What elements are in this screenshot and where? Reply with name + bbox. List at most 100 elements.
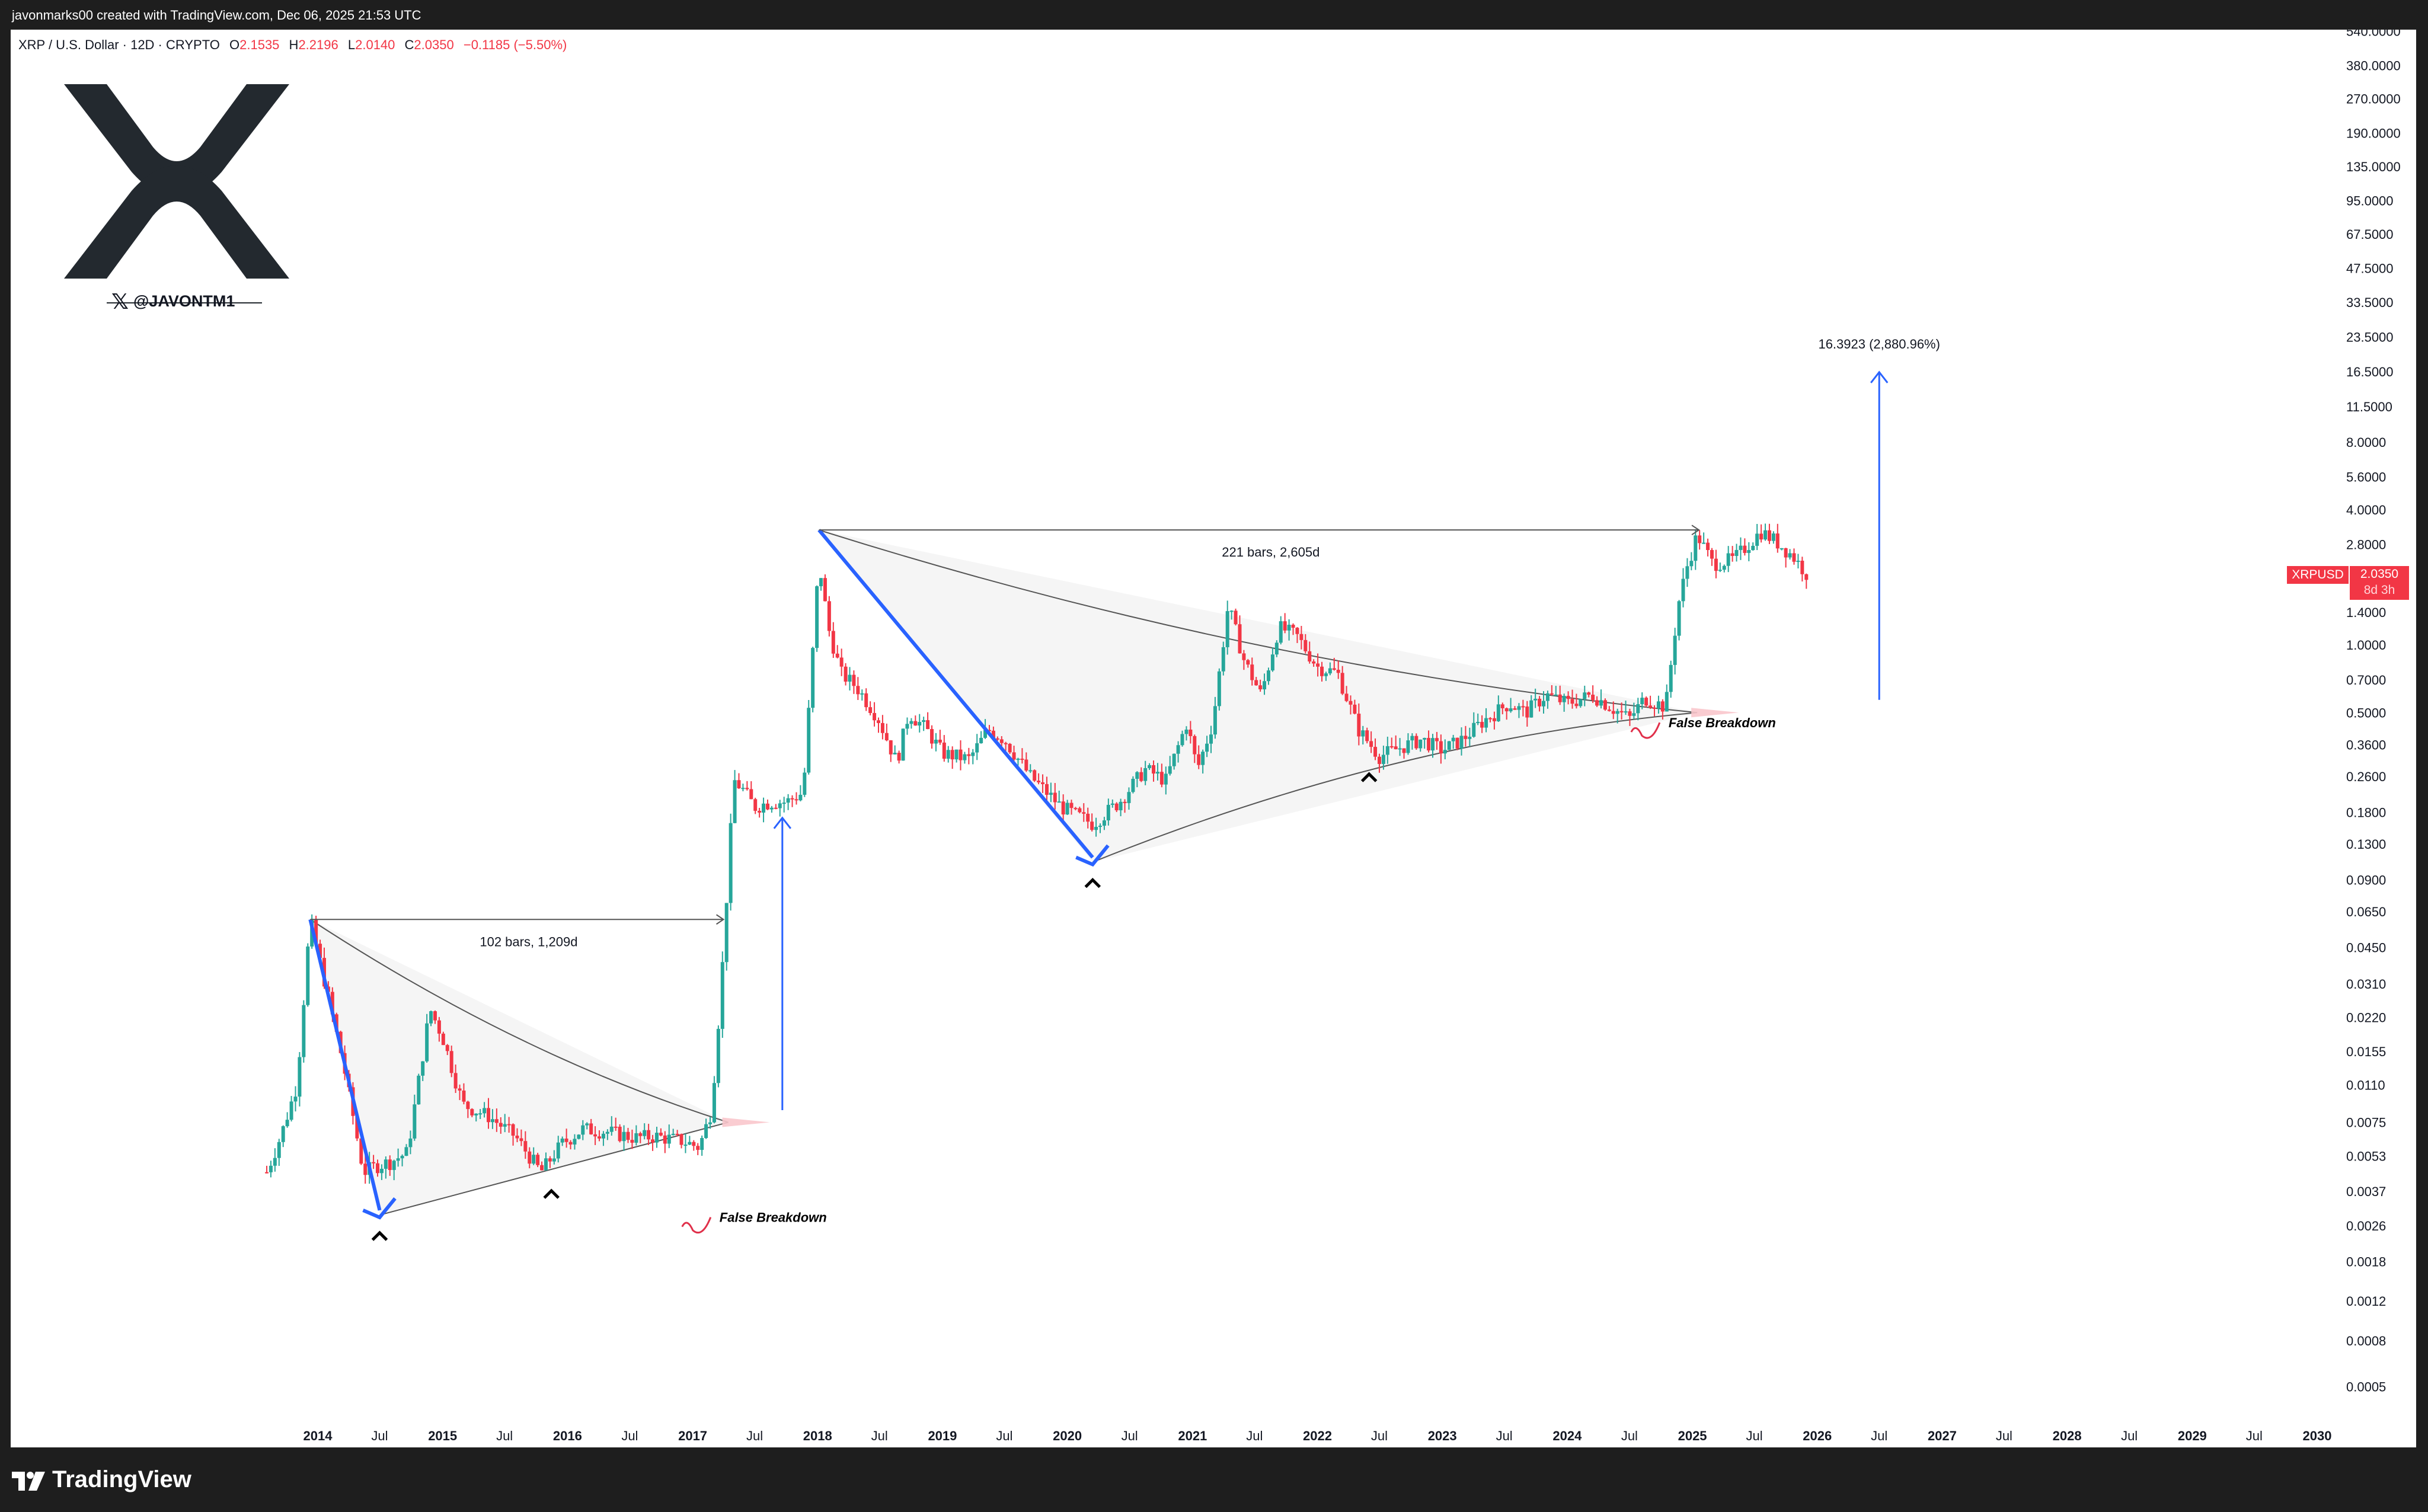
candle-body <box>1603 700 1607 710</box>
false-breakdown-2-mark <box>1630 722 1661 739</box>
candle-body <box>918 722 922 726</box>
candle-body <box>1459 736 1464 749</box>
candle-body <box>466 1101 470 1110</box>
candle-body <box>318 944 322 958</box>
candle-body <box>1213 706 1217 735</box>
candle-body <box>1242 653 1246 660</box>
y-tick-label: 0.0026 <box>2346 1219 2386 1233</box>
candle-body <box>1636 704 1640 714</box>
candle-body <box>1205 743 1209 752</box>
candle-body <box>708 1122 713 1124</box>
candle-body <box>1304 640 1308 651</box>
candle-body <box>683 1145 688 1146</box>
candle-body <box>848 675 852 682</box>
candle-body <box>930 729 934 744</box>
candle-body <box>494 1119 499 1123</box>
candle-body <box>1804 574 1809 580</box>
candle-body <box>265 1172 269 1174</box>
candle-body <box>1266 670 1270 682</box>
candle-body <box>803 772 807 795</box>
x-tick-label: 2023 <box>1428 1428 1457 1443</box>
candle-body <box>1164 773 1168 785</box>
x-tick-label: 2030 <box>2303 1428 2332 1443</box>
x-tick-label: 2016 <box>553 1428 582 1443</box>
candle-body <box>1784 548 1788 558</box>
candle-body <box>1361 730 1365 737</box>
candle-body <box>753 799 758 811</box>
candle-body <box>1114 803 1119 811</box>
candle-body <box>864 693 868 708</box>
tradingview-brand[interactable]: TradingView <box>12 1466 191 1497</box>
candle-body <box>704 1124 708 1139</box>
y-tick-label: 0.0310 <box>2346 977 2386 992</box>
candle-body <box>749 789 753 800</box>
candle-body <box>1283 621 1287 631</box>
symbol-name[interactable]: XRP / U.S. Dollar · 12D · CRYPTO <box>18 37 220 52</box>
candle-body <box>1324 673 1328 676</box>
candle-body <box>577 1134 581 1139</box>
candle-body <box>1110 803 1114 805</box>
candle-body <box>1197 754 1201 765</box>
candle-body <box>1488 718 1492 720</box>
candle-body <box>441 1033 445 1046</box>
candle-body <box>959 749 963 760</box>
candle-body <box>285 1120 289 1127</box>
last-price-value: 2.0350 <box>2360 567 2399 581</box>
y-tick-label: 0.0037 <box>2346 1184 2386 1199</box>
y-tick-label: 1.0000 <box>2346 638 2386 653</box>
candle-body <box>1102 820 1106 826</box>
candle-body <box>556 1142 560 1159</box>
candle-body <box>1476 721 1480 723</box>
price-chart[interactable]: 102 bars, 1,209d 221 bars, 2,605d 16.3923 … <box>11 30 2416 1447</box>
triangle-2-support <box>1092 712 1698 863</box>
y-tick-label: 67.5000 <box>2346 227 2394 242</box>
x-tick-label: Jul <box>1246 1428 1263 1443</box>
pattern-triangle-1 <box>310 919 729 1215</box>
candle-body <box>745 788 749 789</box>
candle-body <box>1180 734 1184 746</box>
candle-body <box>893 753 897 755</box>
candle-body <box>1607 709 1611 711</box>
candle-body <box>741 788 745 789</box>
candle-body <box>1718 570 1722 571</box>
downtrend-arrow-1 <box>308 919 382 1211</box>
range-measure-2-head <box>1691 525 1700 536</box>
x-tick-label: 2021 <box>1178 1428 1207 1443</box>
candle-body <box>1419 739 1423 749</box>
candle-body <box>1148 765 1152 768</box>
candle-body <box>638 1133 643 1136</box>
y-tick-label: 0.0220 <box>2346 1010 2386 1025</box>
candle-body <box>1443 750 1447 754</box>
candle-body <box>798 794 803 801</box>
candle-body <box>1065 803 1069 815</box>
candle-body <box>807 708 811 773</box>
candle-body <box>1090 821 1094 830</box>
y-tick-label: 540.0000 <box>2346 30 2401 39</box>
candle-body <box>1484 718 1488 728</box>
candle-body <box>417 1075 421 1105</box>
candle-body <box>934 739 938 744</box>
candle-body <box>979 737 983 743</box>
candle-body <box>298 1057 302 1097</box>
candle-body <box>1500 704 1504 708</box>
symbol-legend[interactable]: XRP / U.S. Dollar · 12D · CRYPTO O2.1535… <box>18 37 567 53</box>
candle-body <box>1451 737 1455 741</box>
candle-body <box>1764 530 1768 540</box>
candle-body <box>1730 553 1734 557</box>
candle-body <box>1619 711 1624 712</box>
candle-body <box>1771 533 1775 541</box>
handle-text: @JAVONTM1 <box>133 292 235 310</box>
candle-body <box>536 1155 540 1165</box>
candle-body <box>1270 654 1274 671</box>
x-tick-label: 2024 <box>1552 1428 1582 1443</box>
candle-body <box>511 1124 515 1136</box>
candle-body <box>1340 673 1344 694</box>
candle-body <box>540 1165 544 1171</box>
candle-body <box>720 962 724 1029</box>
candle-body <box>1225 611 1229 647</box>
candle-body <box>359 1138 363 1164</box>
x-tick-label: Jul <box>1871 1428 1887 1443</box>
open-value: 2.1535 <box>239 37 280 52</box>
chart-panel[interactable]: 102 bars, 1,209d 221 bars, 2,605d 16.3923 … <box>11 30 2416 1447</box>
candle-body <box>860 693 864 695</box>
